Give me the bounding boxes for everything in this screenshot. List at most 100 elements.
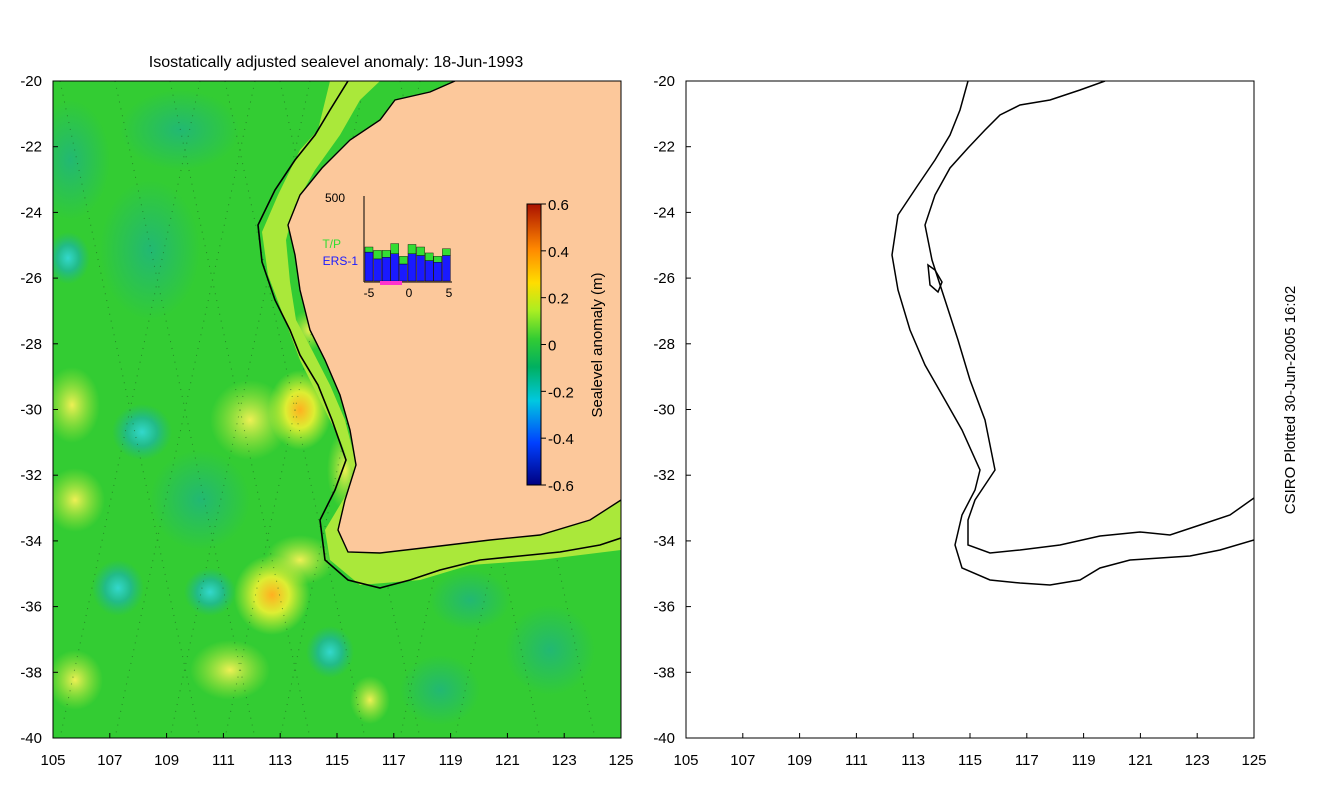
left-x-tick-label: 119 — [439, 752, 463, 769]
inset-bar-tp — [390, 243, 399, 255]
left-x-tick-label: 121 — [495, 752, 520, 769]
inset-bar-ers1 — [373, 258, 382, 282]
colorbar-tick-label: 0.4 — [548, 244, 569, 261]
inset-bars — [364, 243, 451, 282]
right-y-tick-label: -22 — [653, 139, 675, 156]
left-x-tick-label: 105 — [40, 752, 65, 769]
right-x-tick-label: 125 — [1241, 752, 1266, 769]
inset-bar-tp — [425, 252, 434, 261]
right-x-tick-label: 111 — [845, 752, 868, 769]
inset-histogram: 500 T/P ERS-1 -5 0 5 — [322, 191, 452, 300]
colorbar-ramp — [526, 203, 542, 486]
inset-date-marker — [380, 281, 402, 285]
inset-bar-ers1 — [442, 255, 451, 282]
right-y-tick-label: -36 — [653, 599, 675, 616]
inset-bar-tp — [407, 244, 417, 254]
colorbar: 0.6 0.4 0.2 0 -0.2 -0.4 -0.6 Sealevel anomaly … — [526, 197, 606, 495]
inset-bar-tp — [416, 246, 425, 256]
left-x-tick-label: 123 — [552, 752, 577, 769]
right-x-tick-label: 109 — [787, 752, 812, 769]
inset-bar-ers1 — [390, 253, 399, 282]
right-x-tick-label: 115 — [958, 752, 982, 769]
inset-bar-ers1 — [382, 257, 391, 282]
inset-bar-tp — [399, 256, 408, 265]
inset-bar-ers1 — [433, 262, 442, 282]
left-y-tick-label: -34 — [20, 533, 42, 550]
right-plot-frame — [685, 80, 1255, 739]
left-x-tick-label: 115 — [325, 752, 349, 769]
right-y-tick-label: -32 — [653, 467, 675, 484]
plot-credit: CSIRO Plotted 30-Jun-2005 16:02 — [1282, 286, 1299, 514]
left-y-tick-label: -38 — [20, 664, 42, 681]
inset-bar-tp — [364, 246, 374, 253]
shelf-contour — [257, 81, 621, 589]
right-x-tick-label: 105 — [673, 752, 698, 769]
right-x-tick-label: 117 — [1015, 752, 1039, 769]
inset-x-tick-label: 0 — [406, 286, 413, 300]
coastal-shelf-band — [262, 81, 621, 585]
right-island-contour — [927, 263, 943, 294]
inset-ymax-label: 500 — [325, 191, 345, 205]
right-y-axis: -20 -22 -24 -26 -28 -30 -32 -34 -36 -38 -40 — [653, 73, 691, 747]
right-x-tick-label: 107 — [730, 752, 755, 769]
left-y-tick-label: -40 — [20, 730, 42, 747]
right-y-tick-label: -34 — [653, 533, 675, 550]
right-map-panel: -20 -22 -24 -26 -28 -30 -32 -34 -36 -38 -40 105 107… — [653, 73, 1266, 769]
inset-x-tick-label: 5 — [446, 286, 453, 300]
right-y-tick-label: -26 — [653, 270, 675, 287]
left-x-tick-label: 117 — [382, 752, 406, 769]
left-x-tick-label: 109 — [154, 752, 179, 769]
left-y-axis: -20 -22 -24 -26 -28 -30 -32 -34 -36 -38 -40 — [20, 73, 58, 747]
right-outer-contour — [891, 81, 1254, 586]
right-x-tick-label: 119 — [1072, 752, 1096, 769]
left-y-tick-label: -28 — [20, 336, 42, 353]
left-y-tick-label: -26 — [20, 270, 42, 287]
left-x-tick-label: 111 — [212, 752, 235, 769]
inset-bar-tp — [382, 250, 391, 258]
right-x-axis: 105 107 109 111 113 115 117 119 121 123 125 — [673, 733, 1267, 769]
colorbar-ticks: 0.6 0.4 0.2 0 -0.2 -0.4 -0.6 — [541, 197, 574, 495]
right-y-tick-label: -20 — [653, 73, 675, 90]
colorbar-tick-label: 0.6 — [548, 197, 569, 214]
inset-bar-ers1 — [364, 251, 374, 282]
right-x-tick-label: 121 — [1128, 752, 1153, 769]
coastline — [287, 81, 621, 554]
colorbar-label: Sealevel anomaly (m) — [589, 272, 606, 417]
chart-title: Isostatically adjusted sealevel anomaly:… — [149, 54, 524, 71]
left-x-axis: 105 107 109 111 113 115 117 119 121 123 125 — [40, 733, 634, 769]
inset-x-tick-label: -5 — [364, 286, 375, 300]
right-y-tick-label: -24 — [653, 204, 675, 221]
colorbar-tick-label: -0.2 — [548, 384, 574, 401]
right-y-tick-label: -30 — [653, 402, 675, 419]
colorbar-tick-label: -0.6 — [548, 478, 574, 495]
inset-bar-ers1 — [425, 260, 434, 282]
inset-legend-ers1: ERS-1 — [323, 254, 359, 268]
colorbar-tick-label: -0.4 — [548, 431, 574, 448]
right-y-tick-label: -40 — [653, 730, 675, 747]
left-y-tick-label: -32 — [20, 467, 42, 484]
inset-legend-tp: T/P — [322, 237, 341, 251]
right-x-tick-label: 123 — [1185, 752, 1210, 769]
right-x-tick-label: 113 — [901, 752, 925, 769]
inset-bar-ers1 — [399, 263, 408, 282]
inset-bar-tp — [442, 248, 451, 256]
right-inner-contour — [924, 81, 1254, 554]
inset-bar-ers1 — [407, 253, 417, 282]
left-y-tick-label: -36 — [20, 599, 42, 616]
left-x-tick-label: 113 — [268, 752, 292, 769]
left-map-panel: -20 -22 -24 -26 -28 -30 -32 -34 -36 -38 -40 105 107… — [20, 73, 634, 769]
right-y-tick-label: -28 — [653, 336, 675, 353]
left-x-tick-label: 107 — [97, 752, 122, 769]
inset-bar-tp — [373, 250, 382, 260]
colorbar-tick-label: 0 — [548, 338, 556, 355]
left-y-tick-label: -30 — [20, 402, 42, 419]
left-y-tick-label: -24 — [20, 204, 42, 221]
inset-x-ticks: -5 0 5 — [364, 286, 453, 300]
left-x-tick-label: 125 — [608, 752, 633, 769]
inset-bar-ers1 — [416, 255, 425, 282]
left-y-tick-label: -22 — [20, 139, 42, 156]
right-y-tick-label: -38 — [653, 664, 675, 681]
inset-bar-tp — [433, 256, 442, 263]
colorbar-tick-label: 0.2 — [548, 291, 569, 308]
